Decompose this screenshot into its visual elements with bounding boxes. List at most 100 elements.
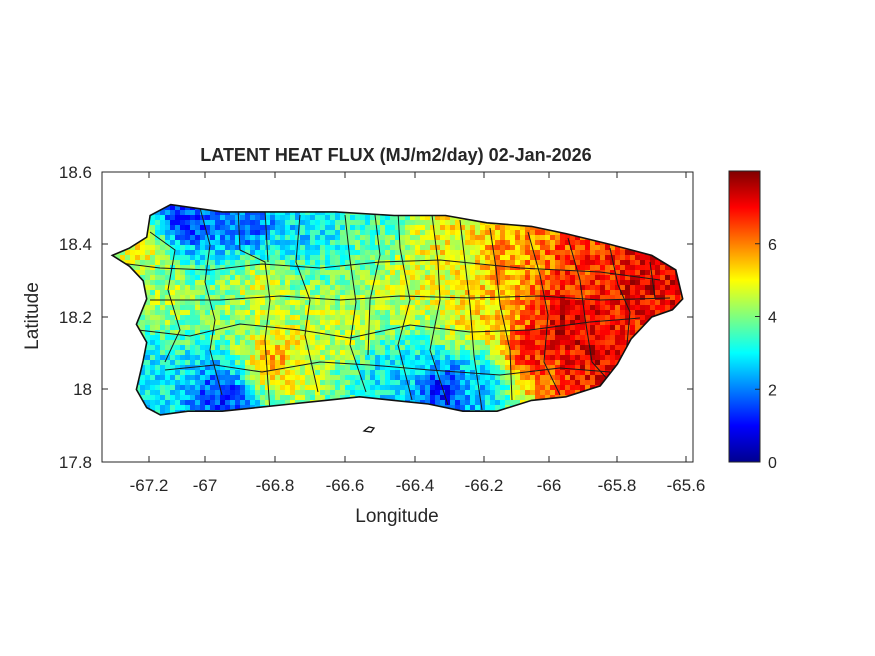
heatmap-cell (480, 250, 486, 256)
heatmap-cell (535, 355, 541, 361)
heatmap-cell (435, 320, 441, 326)
heatmap-cell (320, 280, 326, 286)
heatmap-cell (405, 315, 411, 321)
heatmap-cell (610, 275, 616, 281)
heatmap-cell (210, 220, 216, 226)
heatmap-cell (430, 270, 436, 276)
heatmap-cell (400, 230, 406, 236)
heatmap-cell (515, 260, 521, 266)
heatmap-cell (475, 270, 481, 276)
heatmap-cell (515, 375, 521, 381)
heatmap-cell (610, 300, 616, 306)
heatmap-cell (180, 220, 186, 226)
heatmap-cell (385, 285, 391, 291)
heatmap-cell (295, 355, 301, 361)
heatmap-cell (495, 390, 501, 396)
heatmap-cell (575, 355, 581, 361)
heatmap-cell (320, 380, 326, 386)
heatmap-cell (315, 305, 321, 311)
heatmap-cell (445, 310, 451, 316)
heatmap-cell (600, 315, 606, 321)
heatmap-cell (210, 245, 216, 251)
heatmap-cell (500, 280, 506, 286)
heatmap-cell (385, 370, 391, 376)
heatmap-cell (265, 335, 271, 341)
heatmap-cell (575, 310, 581, 316)
heatmap-cell (190, 360, 196, 366)
heatmap-cell (445, 370, 451, 376)
heatmap-cell (325, 225, 331, 231)
heatmap-cell (505, 230, 511, 236)
heatmap-cell (425, 265, 431, 271)
heatmap-cell (255, 330, 261, 336)
heatmap-cell (530, 355, 536, 361)
heatmap-cell (230, 260, 236, 266)
heatmap-cell (185, 275, 191, 281)
heatmap-cell (505, 295, 511, 301)
heatmap-cell (520, 285, 526, 291)
heatmap-cell (670, 300, 676, 306)
heatmap-cell (210, 350, 216, 356)
heatmap-cell (640, 295, 646, 301)
heatmap-cell (210, 250, 216, 256)
heatmap-cell (205, 330, 211, 336)
heatmap-cell (290, 340, 296, 346)
heatmap-cell (510, 300, 516, 306)
heatmap-cell (365, 215, 371, 221)
heatmap-cell (165, 250, 171, 256)
heatmap-cell (270, 390, 276, 396)
heatmap-cell (335, 305, 341, 311)
heatmap-cell (155, 390, 161, 396)
heatmap-cell (525, 385, 531, 391)
heatmap-cell (320, 220, 326, 226)
heatmap-cell (405, 230, 411, 236)
heatmap-cell (260, 235, 266, 241)
heatmap-cell (425, 225, 431, 231)
heatmap-cell (360, 285, 366, 291)
heatmap-cell (365, 235, 371, 241)
heatmap-cell (215, 255, 221, 261)
heatmap-cell (295, 345, 301, 351)
heatmap-cell (240, 400, 246, 406)
heatmap-cell (235, 395, 241, 401)
heatmap-cell (285, 260, 291, 266)
heatmap-cell (445, 355, 451, 361)
heatmap-cell (535, 230, 541, 236)
heatmap-cell (395, 250, 401, 256)
heatmap-cell (225, 215, 231, 221)
heatmap-cell (195, 370, 201, 376)
heatmap-cell (335, 275, 341, 281)
heatmap-cell (400, 305, 406, 311)
heatmap-cell (320, 355, 326, 361)
heatmap-cell (270, 320, 276, 326)
heatmap-cell (195, 395, 201, 401)
heatmap-cell (300, 220, 306, 226)
heatmap-cell (400, 370, 406, 376)
heatmap-cell (515, 385, 521, 391)
heatmap-cell (390, 360, 396, 366)
heatmap-cell (360, 295, 366, 301)
heatmap-cell (495, 380, 501, 386)
heatmap-cell (495, 270, 501, 276)
heatmap-cell (185, 235, 191, 241)
heatmap-cell (605, 250, 611, 256)
heatmap-cell (235, 390, 241, 396)
heatmap-cell (170, 235, 176, 241)
heatmap-cell (380, 265, 386, 271)
heatmap-cell (340, 295, 346, 301)
heatmap-cell (530, 395, 536, 401)
heatmap-cell (570, 370, 576, 376)
heatmap-cell (245, 315, 251, 321)
heatmap-cell (245, 395, 251, 401)
heatmap-cell (205, 245, 211, 251)
heatmap-cell (385, 360, 391, 366)
heatmap-cell (335, 265, 341, 271)
heatmap-cell (255, 265, 261, 271)
heatmap-cell (220, 300, 226, 306)
heatmap-cell (270, 225, 276, 231)
heatmap-cell (165, 400, 171, 406)
heatmap-cell (365, 285, 371, 291)
heatmap-cell (255, 385, 261, 391)
heatmap-cell (475, 350, 481, 356)
heatmap-cell (315, 250, 321, 256)
